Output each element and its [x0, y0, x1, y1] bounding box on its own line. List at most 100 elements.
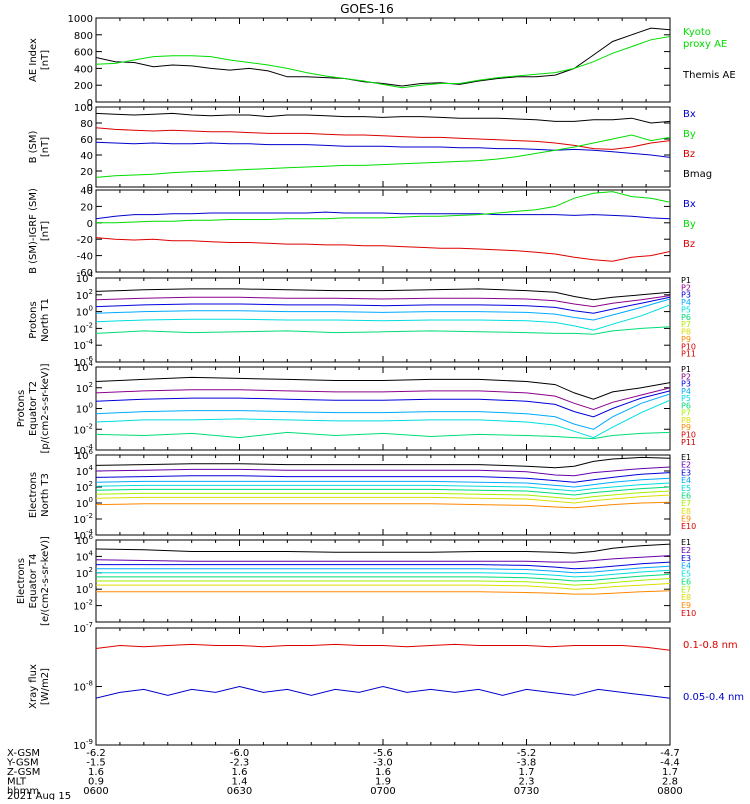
y-axis-label: AE Index [28, 38, 39, 82]
y-axis-label: Protons [16, 390, 27, 427]
series-e3 [96, 472, 670, 483]
series-bz [96, 127, 670, 150]
y-tick-label: 40 [80, 151, 93, 162]
panel-bsmigrf: -60 -40 -20 0 20 40 B (SM)-IGRF (SM) [nT] Bx By Bz [28, 186, 696, 279]
y-tick-label: 102 [76, 381, 93, 395]
x-tick-label: -3.0 [373, 758, 393, 769]
y-tick-label: 102 [76, 566, 93, 580]
series-e6 [96, 573, 670, 582]
legend-item: Bx [683, 109, 696, 120]
y-tick-label: 80 [80, 119, 93, 130]
legend-item: By [683, 219, 696, 230]
legend-item: E7 [681, 585, 691, 594]
x-tick-label: 1.6 [88, 767, 104, 778]
y-tick-label: 104 [76, 271, 94, 285]
x-tick-label: -5.2 [517, 748, 537, 759]
series-e7 [96, 490, 670, 500]
series-e5 [96, 482, 670, 492]
series-e5 [96, 569, 670, 578]
legend-item: E10 [681, 522, 696, 531]
legend-item: E2 [681, 546, 691, 555]
legend-item: E8 [681, 593, 691, 602]
y-tick-label: 100 [76, 402, 93, 416]
y-axis-label: Electrons [28, 472, 39, 518]
series-bmag [96, 112, 670, 124]
x-tick-label: -2.3 [230, 758, 250, 769]
x-tick-label: -6.2 [86, 748, 106, 759]
chart-title: GOES-16 [340, 2, 394, 16]
y-axis-label: [nT] [40, 137, 51, 157]
legend-item: E7 [681, 499, 691, 508]
legend-item: E4 [681, 476, 691, 485]
series-e6 [96, 486, 670, 496]
legend-item: P1 [681, 276, 691, 285]
y-axis-label: North T3 [40, 473, 51, 517]
y-tick-label: 106 [76, 533, 94, 547]
legend-item: Bx [683, 199, 696, 210]
series-bx [96, 211, 670, 220]
y-tick-label: 0 [87, 98, 93, 109]
legend-item: By [683, 129, 696, 140]
y-tick-label: 10-2 [73, 512, 93, 526]
series-e9 [96, 590, 670, 595]
y-tick-label: 1000 [68, 14, 93, 25]
y-axis-label: [nT] [40, 221, 51, 241]
y-tick-label: 400 [74, 64, 93, 75]
legend-item: P3 [681, 291, 691, 300]
legend-item: P10 [681, 342, 696, 351]
series-p5 [96, 304, 670, 331]
y-tick-label: 60 [80, 135, 93, 146]
date-label: 2021 Aug 15 [7, 791, 71, 800]
series-themis-ae [96, 27, 670, 87]
legend-item: E8 [681, 507, 691, 516]
legend-item: proxy AE [683, 39, 727, 50]
y-tick-label: -60 [77, 268, 93, 279]
x-tick-label: 0600 [83, 786, 108, 797]
y-tick-label: 200 [74, 81, 93, 92]
x-tick-label: 0700 [370, 786, 395, 797]
legend-item: Themis AE [682, 70, 736, 81]
legend-item: Bz [683, 239, 695, 250]
x-tick-label: 1.7 [519, 767, 535, 778]
series-e9 [96, 501, 670, 509]
x-tick-label: 0730 [514, 786, 539, 797]
series-group [96, 191, 670, 262]
legend-item: P5 [681, 394, 691, 403]
y-axis-label: B (SM) [28, 130, 39, 163]
y-tick-label: 102 [76, 480, 93, 494]
x-tick-label: 1.4 [232, 777, 248, 788]
legend-item: E5 [681, 484, 691, 493]
legend-item: P9 [681, 423, 691, 432]
x-tick-label: 1.6 [375, 767, 391, 778]
panel-ae: 0 200 400 600 800 1000 AE Index [nT] Kyotoproxy … [28, 14, 736, 109]
y-tick-label: 100 [76, 305, 93, 319]
legend-item: P8 [681, 416, 691, 425]
series-p5 [96, 399, 670, 439]
y-tick-label: 10-8 [73, 680, 93, 694]
panel-frame [95, 17, 671, 103]
series-kyoto-proxy-ae [96, 36, 670, 89]
legend: Bx By Bz Bmag [683, 109, 712, 180]
legend-item: E9 [681, 515, 691, 524]
y-axis-label: [p/(cm2-s-sr-keV)] [40, 363, 51, 453]
legend-item: P4 [681, 298, 691, 307]
y-tick-label: 0 [87, 219, 93, 230]
x-tick-label: 0630 [227, 786, 252, 797]
series-group [96, 643, 670, 699]
series-bx [96, 141, 670, 158]
x-tick-label: 1.7 [662, 767, 678, 778]
legend: 0.1-0.8 nm 0.05-0.4 nm [683, 640, 744, 703]
x-tick-label: 2.3 [519, 777, 535, 788]
series-p6 [96, 431, 670, 440]
panel-frame [95, 454, 671, 536]
legend-item: P5 [681, 305, 691, 314]
y-tick-label: 10-2 [73, 422, 93, 436]
y-tick-label: 106 [76, 448, 94, 462]
series-e3 [96, 561, 670, 570]
